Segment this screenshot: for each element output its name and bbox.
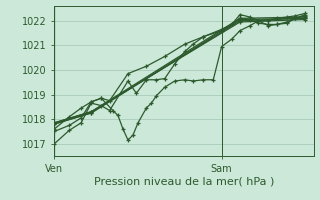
X-axis label: Pression niveau de la mer( hPa ): Pression niveau de la mer( hPa ) bbox=[94, 176, 274, 186]
